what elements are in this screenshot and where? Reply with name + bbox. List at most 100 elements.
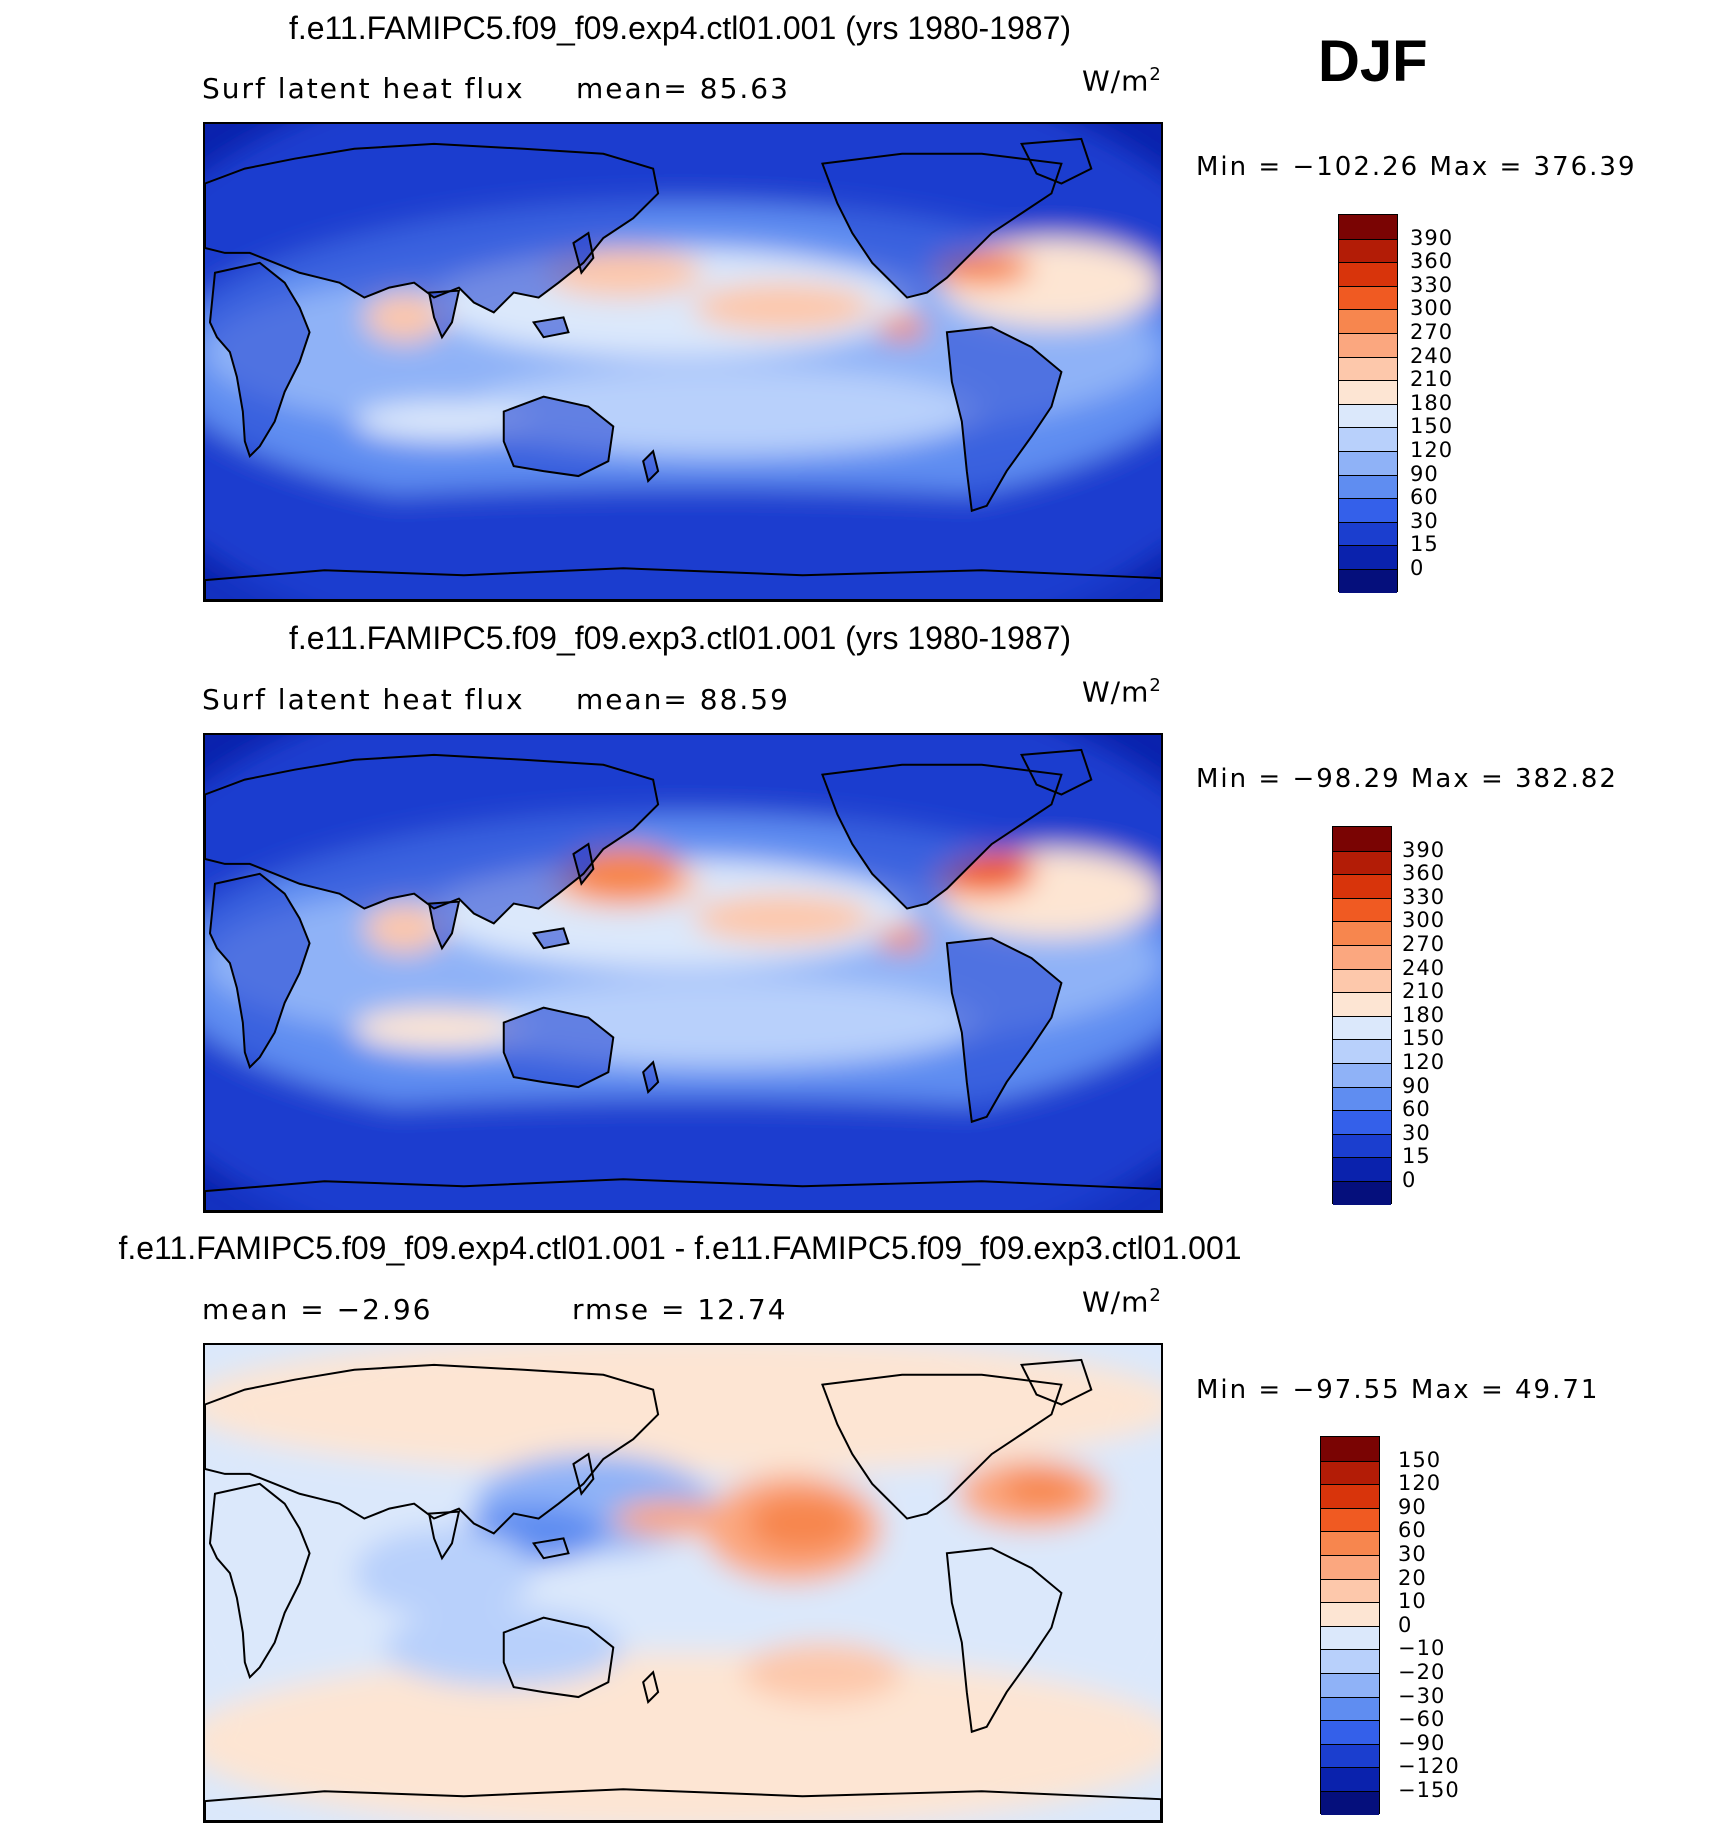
- land-fill: [205, 143, 659, 313]
- colorbar-label: 120: [1410, 438, 1454, 462]
- colorbar-segment: [1339, 498, 1397, 522]
- colorbar-segment: [1333, 1015, 1391, 1040]
- field-region: [354, 401, 534, 442]
- colorbar-label: 180: [1410, 390, 1454, 415]
- coastline: [821, 152, 1063, 299]
- coastline: [208, 261, 311, 459]
- coastline: [642, 1060, 660, 1094]
- coastline: [1020, 137, 1093, 185]
- colorbar-segment: [1321, 1791, 1379, 1815]
- colorbar-label: 90: [1402, 1073, 1431, 1098]
- colorbar-label: 390: [1402, 837, 1446, 862]
- colorbar-segment: [1333, 968, 1391, 993]
- coastline: [531, 1537, 570, 1560]
- colorbar-segment: [1321, 1460, 1379, 1485]
- coastline: [642, 449, 660, 483]
- colorbar-label: −120: [1398, 1754, 1460, 1779]
- colorbar-segment: [1321, 1437, 1379, 1461]
- colorbar-label: 360: [1410, 249, 1454, 274]
- colorbar-segment: [1321, 1602, 1379, 1626]
- field-region: [1001, 1470, 1082, 1507]
- colorbar-segment: [1321, 1507, 1379, 1532]
- colorbar-segment: [1321, 1720, 1379, 1744]
- panel-subtitle-stat: mean= 88.59: [576, 683, 790, 716]
- colorbar-segment: [1333, 1133, 1391, 1158]
- colorbar-segment: [1333, 1039, 1391, 1063]
- coastline: [531, 927, 570, 950]
- colorbar-segment: [1339, 285, 1397, 310]
- colorbar: [1332, 826, 1392, 1205]
- land-fill: [205, 568, 1161, 600]
- panel-title: f.e11.FAMIPC5.f09_f09.exp4.ctl01.001 - f…: [118, 1230, 1242, 1266]
- colorbar-label: 210: [1410, 367, 1454, 392]
- land-fill: [503, 396, 614, 477]
- colorbar-segment: [1339, 403, 1397, 428]
- land-fill: [822, 764, 1062, 909]
- colorbar-segment: [1333, 992, 1391, 1016]
- coastline: [572, 231, 595, 275]
- field-region: [692, 893, 873, 944]
- field-region: [205, 1096, 1161, 1187]
- map-panel: [203, 1343, 1163, 1823]
- land-fill: [1021, 749, 1092, 795]
- field-region: [613, 1500, 733, 1537]
- land-fill: [209, 873, 310, 1068]
- colorbar-label: 150: [1410, 414, 1454, 439]
- coastline: [205, 1178, 1161, 1211]
- units-exponent: 2: [1149, 1285, 1162, 1306]
- colorbar-label: 180: [1402, 1002, 1446, 1027]
- coastline: [502, 1616, 615, 1699]
- land-fill: [209, 262, 310, 457]
- coastline: [572, 842, 595, 886]
- land-fill: [1021, 138, 1092, 184]
- colorbar-segment: [1321, 1484, 1379, 1508]
- colorbar-label: −10: [1398, 1636, 1446, 1661]
- colorbar-label: 120: [1398, 1471, 1442, 1496]
- colorbar-label: −150: [1398, 1778, 1460, 1802]
- panel-subtitle-stat: rmse = 12.74: [572, 1293, 788, 1326]
- min-max-readout: Min = −102.26 Max = 376.39: [1196, 152, 1637, 182]
- units-exponent: 2: [1149, 64, 1162, 85]
- colorbar-label: 240: [1410, 343, 1454, 368]
- coastline: [821, 763, 1063, 910]
- colorbar-segment: [1333, 897, 1391, 922]
- land-fill: [533, 928, 569, 949]
- land-fill: [429, 901, 459, 949]
- colorbar-label: 90: [1398, 1494, 1427, 1519]
- colorbar-segment: [1333, 1110, 1391, 1134]
- field-region: [364, 292, 444, 343]
- coastline: [642, 1670, 660, 1704]
- map-field: [205, 124, 1161, 600]
- colorbar-label: −20: [1398, 1660, 1446, 1684]
- colorbar-label: 0: [1402, 1168, 1417, 1192]
- coastline: [205, 567, 1161, 600]
- units-text: W/m: [1082, 1285, 1150, 1319]
- coastline: [427, 289, 461, 340]
- coastline: [205, 142, 660, 314]
- field-region: [354, 1528, 534, 1618]
- panel-subtitle-left: mean = −2.96: [202, 1293, 433, 1326]
- colorbar-label: 240: [1402, 955, 1446, 980]
- colorbar-label: 0: [1398, 1612, 1413, 1637]
- colorbar-label: 150: [1398, 1447, 1442, 1472]
- panel-units: W/m2: [1082, 675, 1162, 708]
- colorbar-segment: [1321, 1649, 1379, 1673]
- colorbar-segment: [1339, 356, 1397, 381]
- panel-subtitle-stat: mean= 85.63: [576, 72, 790, 105]
- colorbar: [1320, 1436, 1380, 1815]
- land-fill: [205, 1179, 1161, 1211]
- colorbar-label: 390: [1410, 225, 1454, 250]
- colorbar-segment: [1321, 1531, 1379, 1555]
- colorbar-label: 20: [1398, 1565, 1427, 1590]
- colorbar-label: 0: [1410, 556, 1425, 580]
- colorbar-label: 30: [1410, 508, 1439, 533]
- land-fill: [533, 317, 569, 338]
- colorbar-segment: [1321, 1625, 1379, 1650]
- colorbar-segment: [1321, 1743, 1379, 1768]
- colorbar-segment: [1321, 1578, 1379, 1603]
- land-fill: [503, 1007, 614, 1088]
- field-region: [742, 1642, 903, 1702]
- colorbar-label: 360: [1402, 861, 1446, 886]
- field-region: [747, 1493, 858, 1554]
- colorbar-segment: [1321, 1696, 1379, 1721]
